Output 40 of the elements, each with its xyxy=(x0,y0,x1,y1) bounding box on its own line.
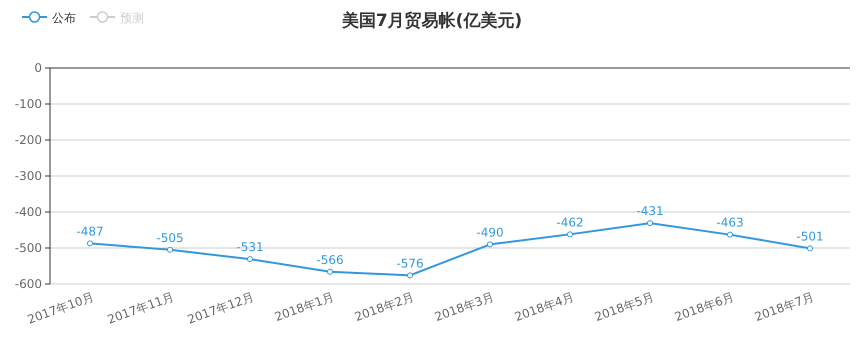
x-tick-label: 2018年5月 xyxy=(592,290,656,324)
y-tick-label: -300 xyxy=(14,169,42,183)
y-tick-label: -600 xyxy=(14,277,42,291)
y-tick-label: -400 xyxy=(14,205,42,219)
x-tick-label: 2017年11月 xyxy=(106,290,176,327)
point xyxy=(247,256,253,262)
x-tick-label: 2017年10月 xyxy=(26,290,96,327)
y-tick-label: -100 xyxy=(14,97,42,111)
chart-title: 美国7月贸易帐(亿美元) xyxy=(340,11,522,31)
point xyxy=(87,240,93,246)
data-label: -463 xyxy=(716,216,744,230)
y-tick-label: 0 xyxy=(34,61,42,75)
data-label: -566 xyxy=(316,252,344,267)
data-label: -487 xyxy=(76,224,104,238)
data-label: -490 xyxy=(476,225,504,240)
point xyxy=(407,272,413,278)
x-tick-label: 2018年4月 xyxy=(512,290,576,324)
x-tick-label: 2018年7月 xyxy=(752,290,816,324)
data-label: -505 xyxy=(156,230,184,245)
data-label: -462 xyxy=(556,215,584,230)
point xyxy=(487,241,493,248)
data-label: -576 xyxy=(396,256,424,270)
legend-item: 公布 xyxy=(22,11,76,25)
x-tick-label: 2018年3月 xyxy=(432,290,496,324)
x-tick-label: 2018年6月 xyxy=(672,290,736,324)
x-tick-label: 2018年2月 xyxy=(352,290,416,324)
y-tick-label: -200 xyxy=(14,133,42,147)
data-label: -431 xyxy=(636,204,664,218)
point xyxy=(327,268,333,275)
point xyxy=(167,246,173,253)
legend-label: 公布 xyxy=(52,11,76,25)
x-tick-label: 2017年12月 xyxy=(186,290,256,327)
data-label: -501 xyxy=(796,229,824,244)
y-tick-label: -500 xyxy=(14,241,42,255)
point xyxy=(807,245,813,252)
point xyxy=(567,231,573,238)
data-label: -531 xyxy=(236,240,264,254)
point xyxy=(727,232,733,238)
x-tick-label: 2018年1月 xyxy=(272,290,336,324)
point xyxy=(647,220,653,226)
